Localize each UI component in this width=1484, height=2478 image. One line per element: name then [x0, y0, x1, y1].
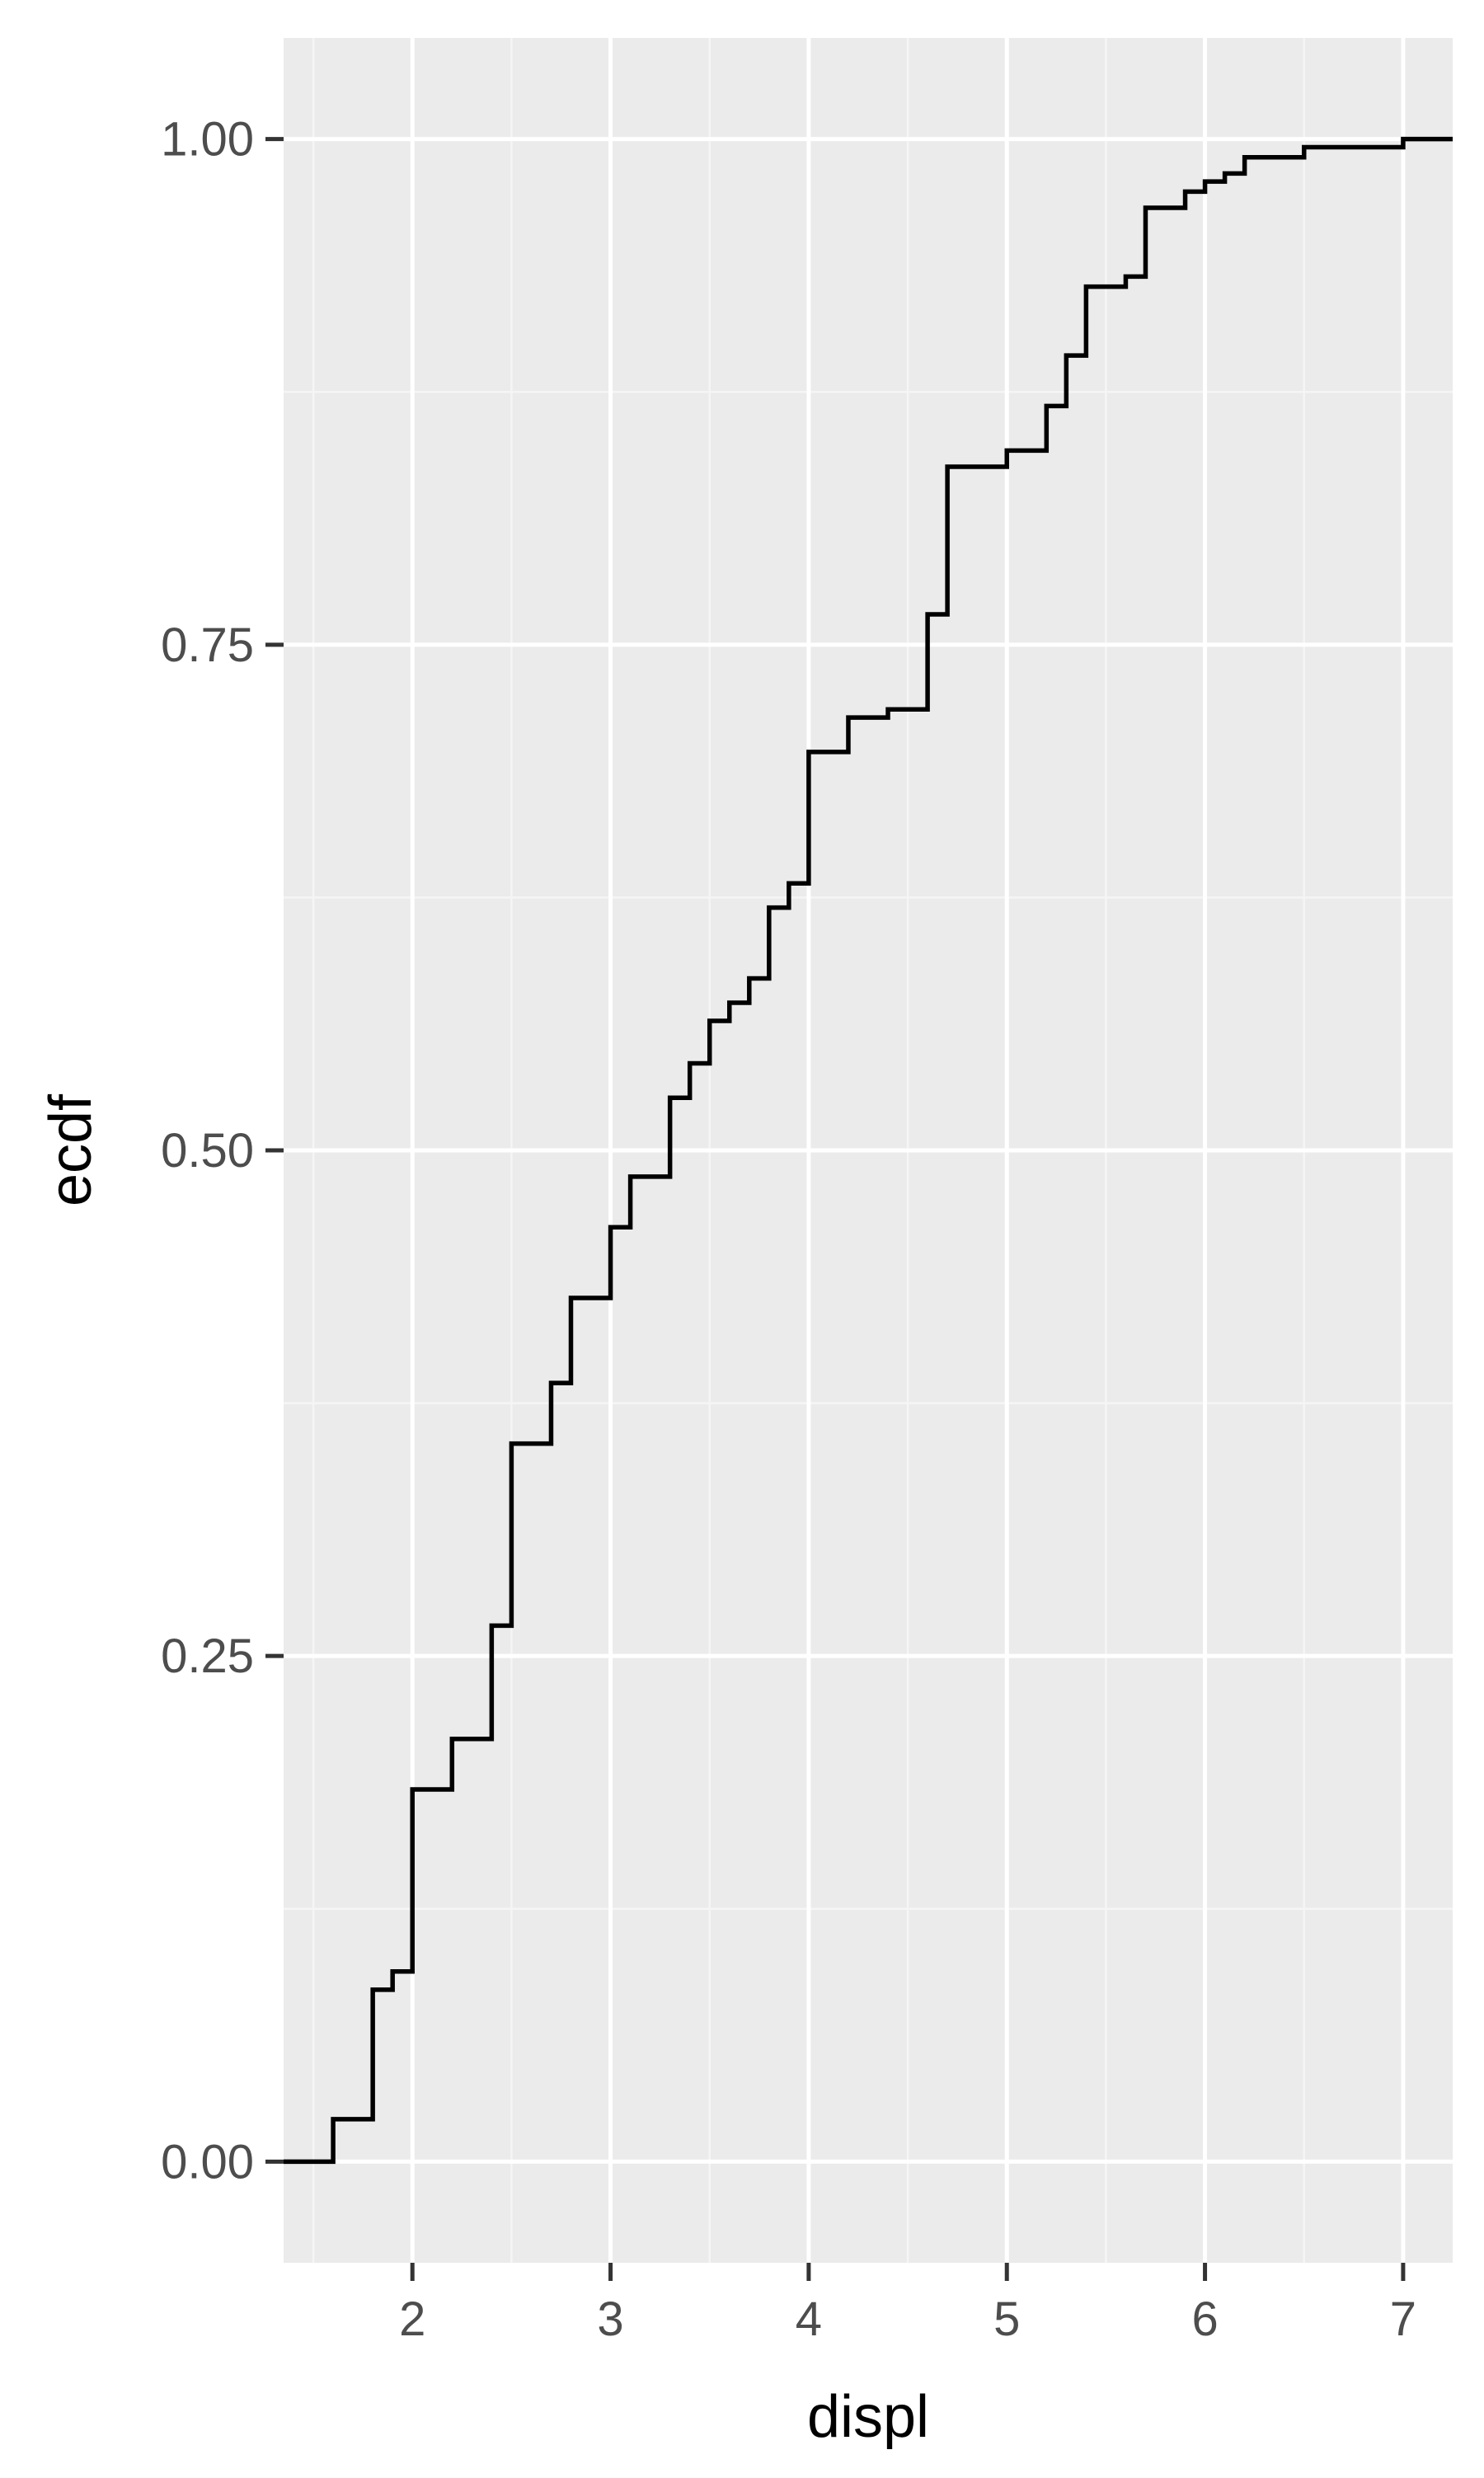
- ecdf-marks: [284, 136, 1453, 2165]
- y-tick-label: 0.75: [161, 618, 254, 672]
- x-axis-title: displ: [807, 2384, 929, 2450]
- x-tick-label: 5: [993, 2292, 1020, 2346]
- y-axis-title: ecdf: [38, 1093, 104, 1206]
- y-tick-label: 0.25: [161, 1629, 254, 1683]
- x-tick-label: 7: [1390, 2292, 1416, 2346]
- y-tick-label: 1.00: [161, 113, 254, 167]
- y-axis: 0.00 0.25 0.50 0.75 1.00: [161, 113, 284, 2189]
- x-tick-label: 4: [796, 2292, 822, 2346]
- y-tick-label: 0.00: [161, 2135, 254, 2189]
- y-tick-label: 0.50: [161, 1124, 254, 1178]
- x-axis: 2 3 4 5 6 7: [399, 2263, 1416, 2346]
- ecdf-step-line: [284, 136, 1453, 2165]
- x-tick-label: 3: [597, 2292, 623, 2346]
- x-tick-label: 2: [399, 2292, 425, 2346]
- x-tick-label: 6: [1191, 2292, 1218, 2346]
